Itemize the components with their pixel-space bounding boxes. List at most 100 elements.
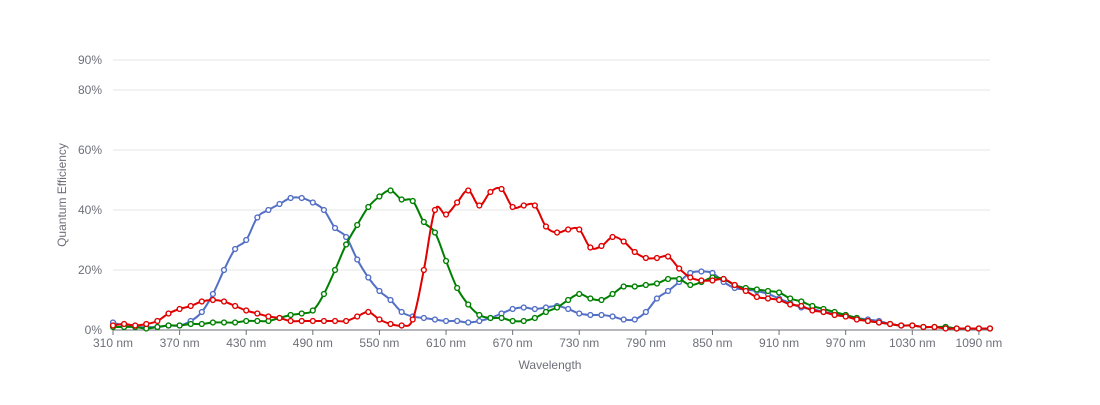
- data-point[interactable]: [343, 233, 350, 241]
- data-point[interactable]: [676, 265, 683, 272]
- data-point[interactable]: [553, 304, 561, 311]
- data-point[interactable]: [198, 320, 205, 328]
- data-point[interactable]: [642, 254, 649, 262]
- data-point[interactable]: [398, 196, 405, 203]
- data-point[interactable]: [775, 296, 783, 304]
- data-point[interactable]: [864, 317, 871, 325]
- data-point[interactable]: [309, 199, 316, 206]
- data-point[interactable]: [154, 323, 161, 331]
- data-point[interactable]: [542, 308, 550, 316]
- data-point[interactable]: [520, 304, 527, 311]
- data-point[interactable]: [232, 245, 239, 253]
- data-point[interactable]: [298, 317, 305, 325]
- data-point[interactable]: [220, 319, 228, 326]
- data-point[interactable]: [787, 301, 794, 308]
- data-point[interactable]: [387, 296, 394, 304]
- data-point[interactable]: [920, 323, 927, 331]
- data-point[interactable]: [709, 277, 716, 284]
- data-point[interactable]: [798, 302, 805, 310]
- data-point[interactable]: [454, 317, 461, 325]
- data-point[interactable]: [287, 194, 294, 202]
- data-point[interactable]: [631, 283, 638, 290]
- data-point[interactable]: [187, 320, 194, 328]
- data-point[interactable]: [964, 325, 971, 332]
- data-point[interactable]: [476, 202, 483, 209]
- data-point[interactable]: [243, 307, 250, 314]
- data-point[interactable]: [232, 319, 239, 326]
- data-point[interactable]: [886, 320, 894, 328]
- data-point[interactable]: [487, 314, 494, 322]
- data-point[interactable]: [309, 317, 316, 325]
- data-point[interactable]: [254, 310, 261, 317]
- data-point[interactable]: [320, 317, 328, 325]
- data-point[interactable]: [276, 314, 283, 322]
- data-point[interactable]: [232, 302, 239, 310]
- data-point[interactable]: [653, 295, 661, 302]
- data-point[interactable]: [309, 307, 316, 314]
- data-point[interactable]: [609, 290, 616, 298]
- data-point[interactable]: [287, 317, 294, 325]
- data-point[interactable]: [154, 317, 161, 325]
- data-point[interactable]: [653, 254, 661, 262]
- data-point[interactable]: [853, 316, 860, 323]
- data-point[interactable]: [298, 310, 305, 317]
- data-point[interactable]: [565, 296, 572, 304]
- data-point[interactable]: [431, 316, 439, 323]
- data-point[interactable]: [587, 244, 594, 251]
- data-point[interactable]: [609, 233, 616, 241]
- data-point[interactable]: [398, 322, 405, 329]
- data-point[interactable]: [431, 206, 439, 214]
- data-point[interactable]: [120, 320, 128, 328]
- data-point[interactable]: [376, 193, 383, 200]
- data-point[interactable]: [531, 314, 538, 322]
- data-point[interactable]: [753, 293, 760, 301]
- data-point[interactable]: [454, 199, 461, 206]
- data-point[interactable]: [165, 310, 172, 317]
- data-point[interactable]: [787, 295, 794, 302]
- data-point[interactable]: [631, 316, 638, 323]
- data-point[interactable]: [254, 214, 261, 221]
- data-point[interactable]: [720, 275, 727, 283]
- data-point[interactable]: [576, 226, 583, 233]
- data-point[interactable]: [254, 317, 261, 325]
- data-point[interactable]: [209, 296, 217, 304]
- data-point[interactable]: [642, 281, 649, 289]
- data-point[interactable]: [431, 229, 439, 236]
- data-point[interactable]: [243, 317, 250, 325]
- data-point[interactable]: [520, 317, 527, 325]
- data-point[interactable]: [198, 308, 205, 316]
- data-point[interactable]: [343, 241, 350, 248]
- data-point[interactable]: [409, 316, 416, 323]
- data-point[interactable]: [831, 311, 838, 319]
- data-point[interactable]: [775, 289, 783, 296]
- data-point[interactable]: [620, 316, 627, 323]
- data-point[interactable]: [698, 268, 705, 275]
- data-point[interactable]: [509, 203, 516, 211]
- data-point[interactable]: [498, 314, 505, 322]
- data-point[interactable]: [809, 307, 816, 314]
- data-point[interactable]: [398, 308, 405, 316]
- data-point[interactable]: [742, 287, 749, 295]
- data-point[interactable]: [531, 202, 538, 209]
- data-point[interactable]: [842, 313, 849, 320]
- data-point[interactable]: [476, 311, 483, 319]
- data-point[interactable]: [354, 221, 361, 229]
- data-point[interactable]: [764, 295, 772, 302]
- data-point[interactable]: [609, 313, 616, 320]
- data-point[interactable]: [587, 295, 594, 302]
- data-point[interactable]: [354, 256, 361, 263]
- data-point[interactable]: [320, 206, 328, 214]
- data-point[interactable]: [465, 301, 472, 308]
- data-point[interactable]: [376, 316, 383, 323]
- data-point[interactable]: [698, 277, 705, 284]
- data-point[interactable]: [109, 322, 117, 329]
- data-point[interactable]: [898, 322, 905, 329]
- data-point[interactable]: [509, 317, 516, 325]
- data-point[interactable]: [343, 317, 350, 325]
- data-point[interactable]: [753, 286, 760, 293]
- data-point[interactable]: [509, 305, 516, 313]
- data-point[interactable]: [953, 325, 960, 332]
- data-point[interactable]: [143, 320, 150, 328]
- data-point[interactable]: [331, 317, 339, 325]
- data-point[interactable]: [975, 325, 983, 332]
